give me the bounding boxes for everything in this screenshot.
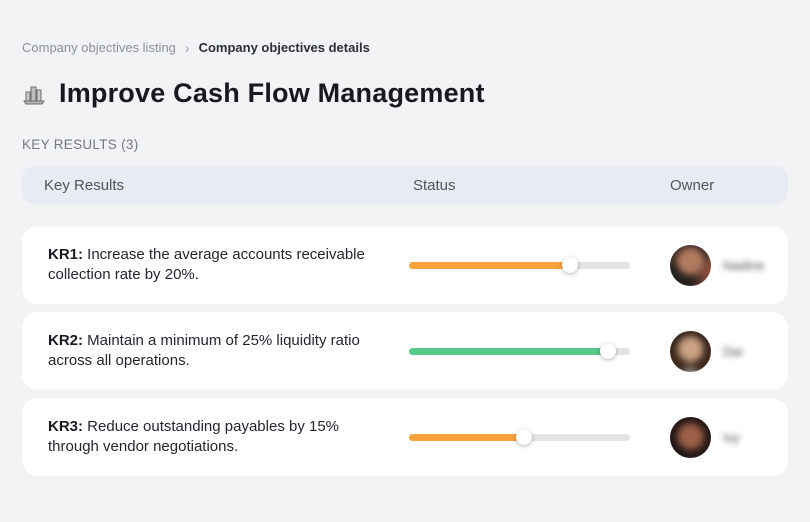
- status-cell: [409, 257, 670, 273]
- column-header-key-results: Key Results: [44, 176, 125, 194]
- key-result-description: Maintain a minimum of 25% liquidity rati…: [48, 332, 360, 369]
- slider-handle[interactable]: [599, 343, 616, 359]
- avatar: [670, 417, 711, 458]
- breadcrumb-item-listing[interactable]: Company objectives listing: [22, 40, 176, 55]
- avatar: [670, 331, 711, 372]
- key-result-label: KR2:: [48, 332, 88, 349]
- table-header-row: Key Results Status Owner: [22, 166, 788, 204]
- status-cell: [409, 343, 670, 359]
- key-result-label: KR3:: [48, 418, 88, 435]
- key-results-section-label: KEY RESULTS (3): [22, 137, 139, 152]
- slider-handle[interactable]: [515, 429, 532, 445]
- breadcrumb: Company objectives listing › Company obj…: [22, 40, 788, 55]
- avatar: [670, 245, 711, 286]
- slider-handle[interactable]: [562, 257, 579, 273]
- progress-fill: [409, 347, 608, 355]
- owner-cell: Dai: [670, 331, 788, 372]
- key-result-row-kr3[interactable]: KR3: Reduce outstanding payables by 15% …: [22, 398, 788, 476]
- building-chart-icon: [22, 82, 46, 106]
- progress-slider[interactable]: [409, 429, 630, 445]
- key-result-description: Reduce outstanding payables by 15% throu…: [48, 418, 340, 455]
- column-header-owner: Owner: [670, 176, 715, 194]
- key-result-row-kr2[interactable]: KR2: Maintain a minimum of 25% liquidity…: [22, 312, 788, 390]
- owner-name: Ivy: [723, 429, 740, 445]
- key-result-description: Increase the average accounts receivable…: [48, 246, 365, 283]
- objective-title-row: Improve Cash Flow Management: [22, 78, 788, 109]
- breadcrumb-item-details: Company objectives details: [198, 40, 370, 55]
- owner-name: Nadine: [723, 257, 765, 273]
- chevron-right-icon: ›: [184, 39, 190, 56]
- owner-cell: Ivy: [670, 417, 788, 458]
- key-results-list: KR1: Increase the average accounts recei…: [22, 226, 788, 476]
- key-result-label: KR1:: [48, 246, 88, 263]
- key-result-text: KR3: Reduce outstanding payables by 15% …: [22, 417, 394, 457]
- progress-fill: [409, 261, 571, 269]
- progress-fill: [409, 433, 524, 441]
- owner-name: Dai: [723, 343, 743, 359]
- key-result-text: KR1: Increase the average accounts recei…: [22, 245, 394, 285]
- key-result-row-kr1[interactable]: KR1: Increase the average accounts recei…: [22, 226, 788, 304]
- column-header-status: Status: [413, 176, 456, 194]
- page-title: Improve Cash Flow Management: [59, 78, 485, 108]
- progress-slider[interactable]: [409, 343, 630, 359]
- key-result-text: KR2: Maintain a minimum of 25% liquidity…: [22, 331, 394, 371]
- owner-cell: Nadine: [670, 245, 788, 286]
- status-cell: [409, 429, 670, 445]
- progress-slider[interactable]: [409, 257, 630, 273]
